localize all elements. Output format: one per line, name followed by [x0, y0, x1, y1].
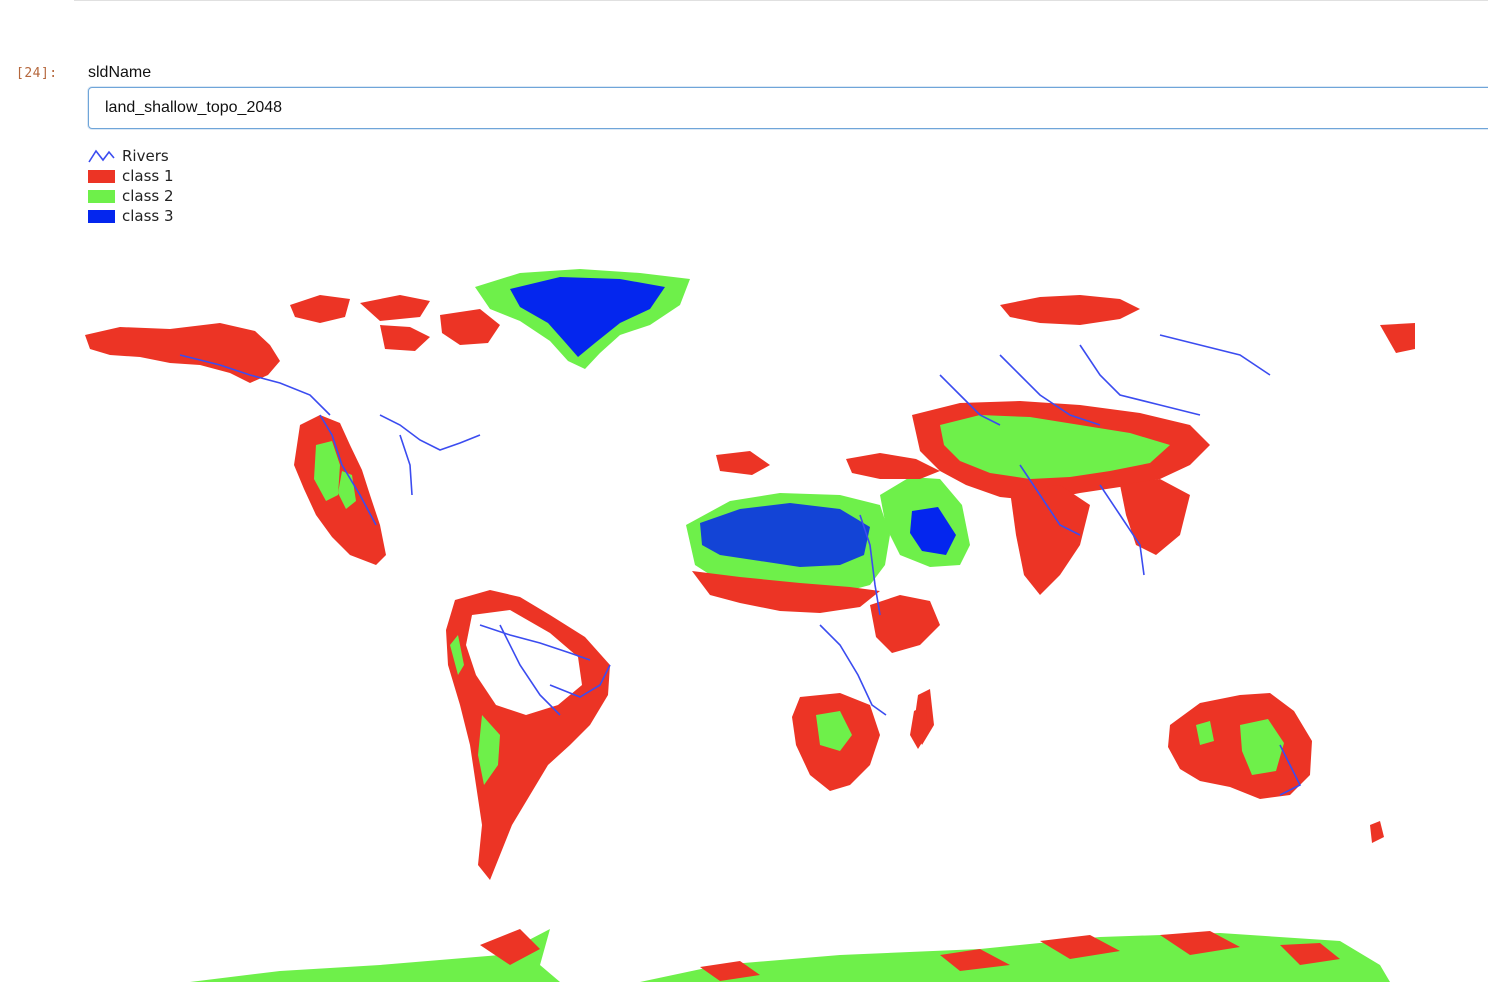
legend-item-rivers: Rivers — [88, 146, 174, 166]
south-america — [446, 590, 610, 880]
sld-name-label: sldName — [88, 64, 152, 81]
class-3-swatch — [88, 209, 115, 223]
cell-prompt: [24]: — [16, 66, 58, 81]
madagascar — [910, 705, 928, 749]
legend-label-class-3: class 3 — [122, 207, 174, 225]
class-2-swatch — [88, 189, 115, 203]
map-legend: Rivers class 1 class 2 class 3 — [88, 146, 174, 226]
rivers — [179, 334, 1302, 796]
north-america — [85, 295, 500, 565]
middle-east — [716, 451, 970, 567]
legend-label-class-2: class 2 — [122, 187, 174, 205]
legend-label-rivers: Rivers — [122, 147, 169, 165]
legend-label-class-1: class 1 — [122, 167, 174, 185]
legend-item-class-1: class 1 — [88, 166, 174, 186]
cell-divider — [74, 0, 1488, 1]
river-line-icon — [88, 149, 115, 163]
legend-item-class-3: class 3 — [88, 206, 174, 226]
greenland — [475, 269, 690, 369]
antarctica — [190, 929, 1390, 982]
africa — [686, 493, 940, 791]
asia — [912, 295, 1415, 595]
sld-name-input[interactable] — [88, 87, 1488, 129]
world-map[interactable] — [80, 265, 1420, 982]
class-1-swatch — [88, 169, 115, 183]
australia — [1168, 693, 1384, 843]
legend-item-class-2: class 2 — [88, 186, 174, 206]
